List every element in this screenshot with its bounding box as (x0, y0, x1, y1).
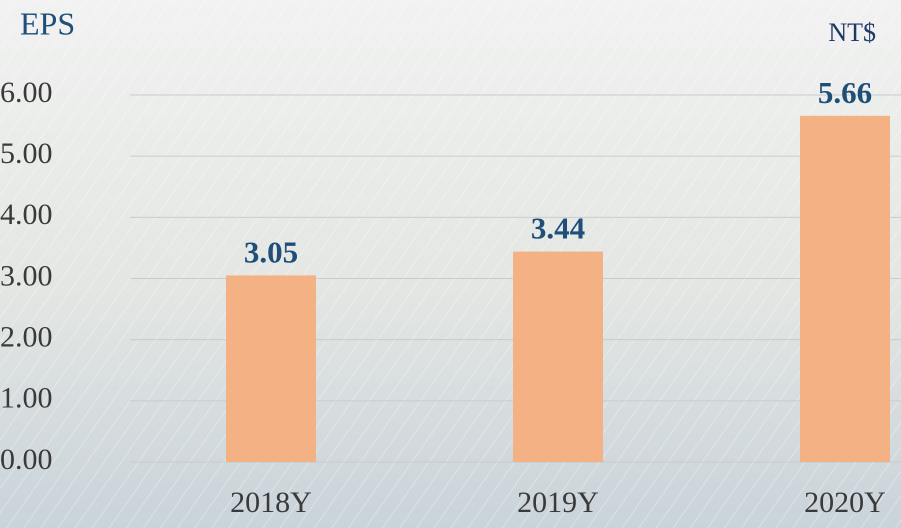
y-tick-label: 5.00 (0, 137, 53, 170)
x-tick-label: 2018Y (230, 486, 312, 519)
y-tick-label: 6.00 (0, 76, 53, 109)
y-tick-label: 0.00 (0, 443, 53, 476)
y-tick-label: 1.00 (0, 382, 53, 415)
y-tick-label: 3.00 (0, 259, 53, 292)
value-label: 3.05 (244, 235, 298, 270)
bar (226, 275, 316, 462)
x-tick-label: 2019Y (517, 486, 599, 519)
unit-label: NT$ (828, 18, 876, 47)
y-tick-label: 2.00 (0, 321, 53, 354)
y-tick-label: 4.00 (0, 198, 53, 231)
x-tick-label: 2020Y (804, 486, 886, 519)
value-label: 3.44 (531, 211, 585, 246)
bar (800, 115, 890, 463)
bar (513, 251, 603, 462)
chart-title: EPS (20, 5, 75, 41)
value-label: 5.66 (818, 75, 872, 110)
